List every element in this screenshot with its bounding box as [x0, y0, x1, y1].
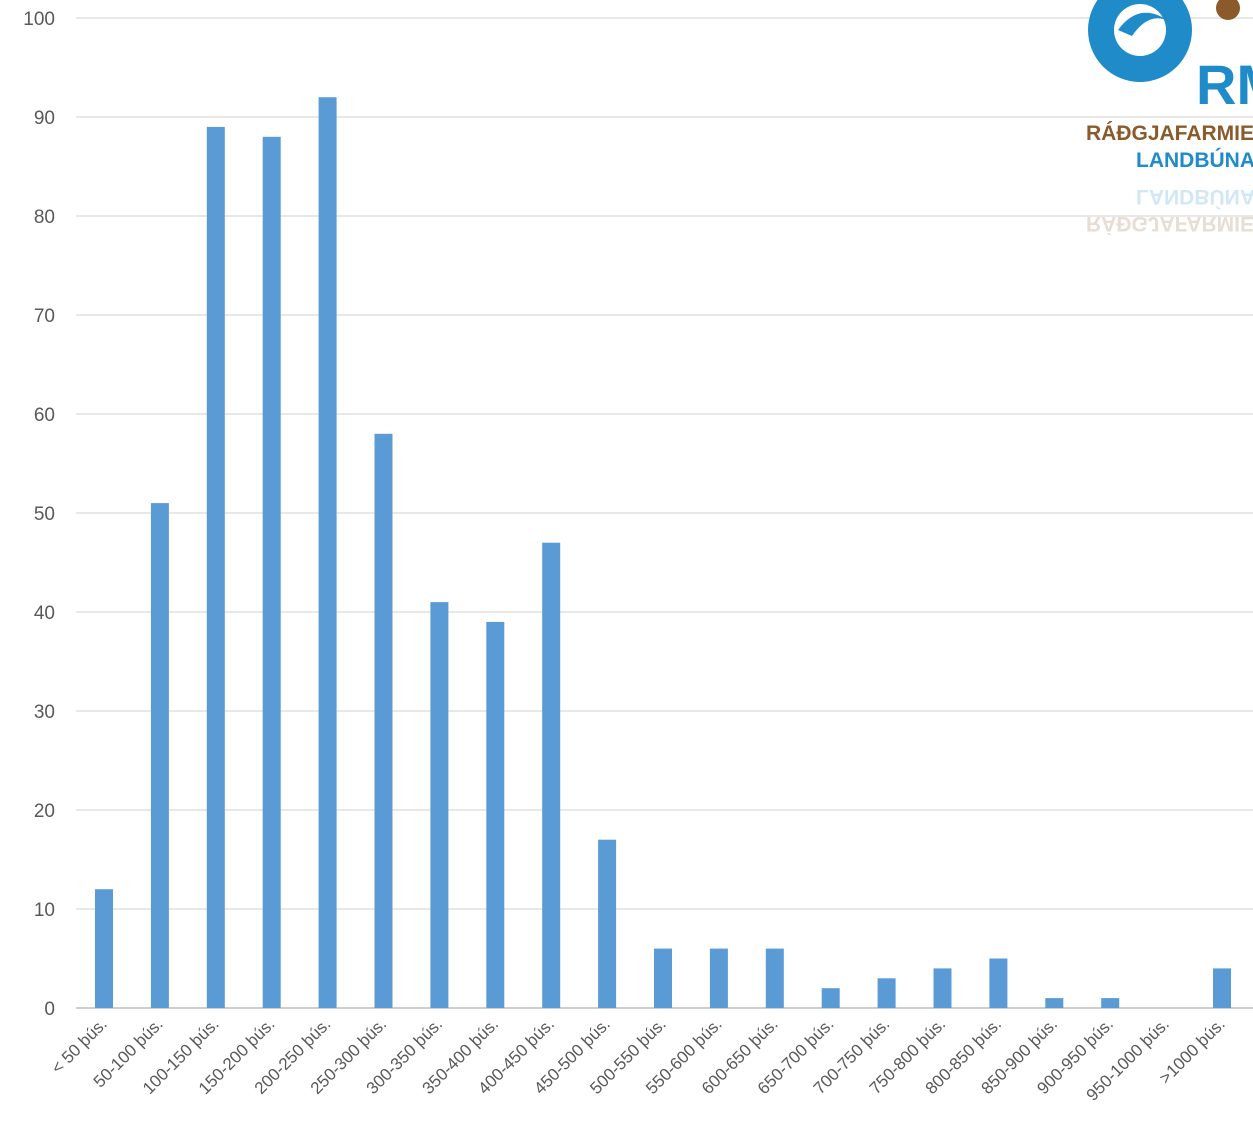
bar	[206, 126, 225, 1008]
bar	[542, 542, 561, 1008]
bar	[598, 839, 617, 1008]
bar	[654, 948, 672, 1008]
bar	[989, 958, 1008, 1008]
y-tick-label: 70	[34, 306, 55, 327]
bar	[765, 948, 784, 1008]
rml-logo: RM RÁÐGJAFARMIE LANDBÚNA RÁÐGJAFARMIE LA…	[1086, 0, 1253, 235]
bar	[1101, 998, 1120, 1008]
y-tick-label: 20	[34, 801, 55, 822]
bar	[262, 136, 281, 1009]
y-tick-label: 50	[34, 504, 55, 525]
bar	[95, 889, 113, 1008]
bar	[150, 503, 169, 1008]
logo-reflection-line-2: LANDBÚNA	[1136, 185, 1253, 209]
bar	[877, 978, 896, 1008]
bars	[95, 97, 1231, 1009]
bar	[1045, 998, 1064, 1008]
bar	[821, 988, 840, 1008]
bar	[430, 602, 449, 1008]
y-tick-label: 40	[34, 603, 55, 624]
bar	[1213, 968, 1231, 1008]
logo-line-2: LANDBÚNA	[1136, 148, 1253, 172]
y-tick-label: 10	[34, 900, 55, 921]
y-tick-label: 90	[34, 108, 55, 129]
bar	[374, 433, 393, 1008]
logo-line-1: RÁÐGJAFARMIE	[1086, 122, 1253, 145]
logo-reflection: RÁÐGJAFARMIE LANDBÚNA	[1086, 185, 1253, 235]
x-axis-labels: < 50 þús.50-100 þús.100-150 þús.150-200 …	[48, 1014, 1229, 1104]
logo-mark: RM	[1088, 0, 1253, 116]
y-tick-label: 80	[34, 207, 55, 228]
logo-letters: RM	[1196, 53, 1253, 116]
y-tick-label: 30	[34, 702, 55, 723]
bar	[709, 948, 728, 1008]
y-tick-label: 100	[23, 9, 55, 30]
bar	[486, 621, 505, 1008]
gridlines	[76, 17, 1253, 1009]
bar	[318, 97, 337, 1008]
y-axis-ticks: 0 10 20 30 40 50 60 70 80 90 100	[23, 9, 55, 1020]
logo-reflection-line-1: RÁÐGJAFARMIE	[1086, 212, 1253, 235]
y-tick-label: 0	[44, 999, 55, 1020]
bar	[933, 968, 952, 1008]
y-tick-label: 60	[34, 405, 55, 426]
